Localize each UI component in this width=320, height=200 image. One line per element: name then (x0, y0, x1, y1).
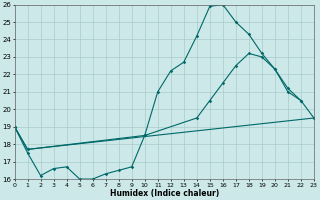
X-axis label: Humidex (Indice chaleur): Humidex (Indice chaleur) (110, 189, 219, 198)
